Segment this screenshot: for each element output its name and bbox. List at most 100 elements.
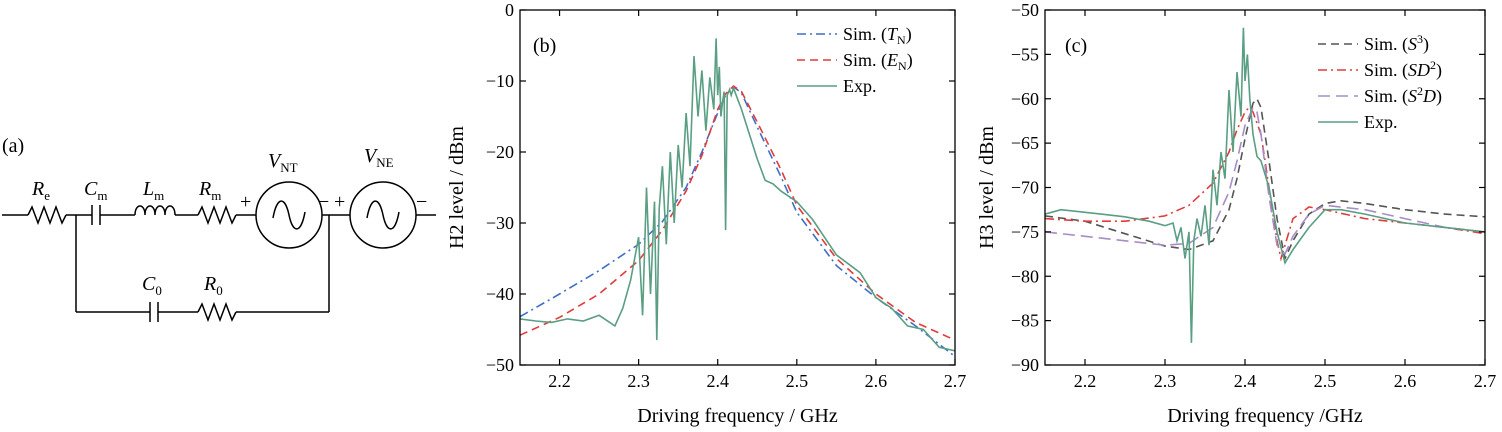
y-axis-label: H3 level / dBm bbox=[976, 126, 998, 249]
legend-text: Sim. ( bbox=[1364, 34, 1408, 55]
label-main: V bbox=[364, 145, 379, 167]
label-cm: Cm bbox=[84, 178, 107, 203]
legend-sup: 2 bbox=[1417, 84, 1423, 98]
sine-icon bbox=[366, 200, 400, 230]
polarity-minus: − bbox=[318, 191, 329, 213]
x-tick-label: 2.7 bbox=[944, 371, 967, 391]
legend-sup: 3 bbox=[1417, 32, 1423, 46]
label-sub: m bbox=[211, 188, 221, 203]
legend-label: Exp. bbox=[1364, 112, 1398, 132]
x-tick-label: 2.2 bbox=[548, 371, 571, 391]
legend-label: Sim. (S2D) bbox=[1364, 84, 1442, 107]
series-line-1 bbox=[520, 85, 955, 358]
legend-sup: 2 bbox=[1430, 58, 1436, 72]
legend-sub: N bbox=[897, 33, 906, 47]
polarity-minus: − bbox=[416, 191, 427, 213]
y-tick-label: −50 bbox=[486, 355, 514, 375]
legend-label: Sim. (TN) bbox=[843, 24, 912, 47]
label-r0: R0 bbox=[203, 273, 223, 298]
legend-text: Sim. ( bbox=[843, 50, 887, 71]
legend-text: Sim. ( bbox=[1364, 86, 1408, 107]
inductor-lm bbox=[134, 205, 176, 216]
label-rm: Rm bbox=[198, 178, 221, 203]
y-tick-label: −75 bbox=[1011, 222, 1039, 242]
x-axis-label: Driving frequency / GHz bbox=[637, 405, 838, 427]
legend-italic: D bbox=[1422, 86, 1436, 106]
polarity-plus: + bbox=[240, 191, 251, 213]
y-tick-label: −55 bbox=[1011, 44, 1039, 64]
label-main: C bbox=[142, 273, 156, 295]
legend-italic: S bbox=[1408, 86, 1417, 106]
label-main: L bbox=[142, 178, 154, 200]
label-main: V bbox=[268, 150, 283, 172]
y-tick-label: −20 bbox=[486, 142, 514, 162]
label-c0: C0 bbox=[142, 273, 162, 298]
y-tick-label: 0 bbox=[505, 0, 514, 20]
legend-end: ) bbox=[907, 50, 913, 71]
label-sub: 0 bbox=[216, 283, 223, 298]
legend-label: Exp. bbox=[843, 76, 877, 96]
legend-italic: T bbox=[887, 24, 899, 44]
x-tick-label: 2.6 bbox=[865, 371, 888, 391]
y-tick-label: −40 bbox=[486, 284, 514, 304]
label-main: C bbox=[84, 178, 98, 200]
y-tick-label: −10 bbox=[486, 71, 514, 91]
resistor-r0 bbox=[197, 301, 237, 323]
x-tick-label: 2.2 bbox=[1074, 371, 1097, 391]
y-tick-label: −50 bbox=[1011, 0, 1039, 20]
label-main: R bbox=[198, 178, 211, 200]
series-line-1 bbox=[1045, 97, 1485, 262]
label-sub: m bbox=[154, 188, 164, 203]
label-sub: m bbox=[97, 188, 107, 203]
label-lm: Lm bbox=[142, 178, 164, 203]
y-tick-label: −60 bbox=[1011, 89, 1039, 109]
label-vne: VNE bbox=[364, 145, 394, 170]
series-line-3 bbox=[520, 38, 955, 352]
y-axis-label: H2 level / dBm bbox=[446, 126, 468, 249]
legend-label: Sim. (SD2) bbox=[1364, 58, 1442, 81]
panel-label-a: (a) bbox=[2, 135, 24, 157]
series-line-2 bbox=[520, 84, 955, 341]
legend-end: ) bbox=[906, 24, 912, 45]
y-tick-label: −30 bbox=[486, 213, 514, 233]
label-sub: 0 bbox=[155, 283, 162, 298]
polarity-plus: + bbox=[334, 191, 345, 213]
chart-h3: 2.2 2.3 2.4 2.5 2.6 2.7 −90 −85 −80 −75 −70 −65 −60 −… bbox=[976, 0, 1496, 427]
series-line-3 bbox=[1045, 106, 1485, 256]
y-tick-label: −65 bbox=[1011, 133, 1039, 153]
circuit-labels: (a) Re Cm Lm Rm VNT VNE C0 R0 + − + − bbox=[2, 135, 427, 298]
y-tick-label: −90 bbox=[1011, 355, 1039, 375]
resistor-rm bbox=[197, 204, 237, 226]
x-tick-label: 2.7 bbox=[1474, 371, 1497, 391]
legend-italic: S bbox=[1408, 34, 1417, 54]
label-main: R bbox=[203, 273, 216, 295]
label-vnt: VNT bbox=[268, 150, 298, 175]
x-tick-label: 2.4 bbox=[706, 371, 729, 391]
resistor-re bbox=[27, 204, 67, 226]
label-re: Re bbox=[31, 178, 50, 203]
label-main: R bbox=[31, 178, 44, 200]
legend-text: Sim. ( bbox=[843, 24, 887, 45]
legend-sub: N bbox=[898, 59, 907, 73]
legend-italic: E bbox=[886, 50, 898, 70]
panel-label: (c) bbox=[1065, 35, 1087, 57]
y-tick-label: −70 bbox=[1011, 178, 1039, 198]
label-sub: NE bbox=[376, 155, 393, 170]
x-tick-label: 2.3 bbox=[627, 371, 650, 391]
y-tick-label: −85 bbox=[1011, 311, 1039, 331]
legend-italic: SD bbox=[1408, 60, 1430, 80]
legend-label: Sim. (EN) bbox=[843, 50, 913, 73]
sine-icon bbox=[272, 200, 306, 230]
x-tick-label: 2.5 bbox=[786, 371, 809, 391]
legend-end: ) bbox=[1423, 34, 1429, 55]
legend-end: ) bbox=[1436, 60, 1442, 81]
equivalent-circuit bbox=[2, 181, 436, 323]
legend-end: D) bbox=[1422, 86, 1442, 107]
label-sub: NT bbox=[280, 160, 297, 175]
series-line-4 bbox=[1045, 27, 1485, 343]
x-axis-label: Driving frequency /GHz bbox=[1167, 405, 1363, 427]
x-tick-label: 2.6 bbox=[1394, 371, 1417, 391]
panel-label: (b) bbox=[533, 35, 556, 57]
x-tick-label: 2.3 bbox=[1154, 371, 1177, 391]
